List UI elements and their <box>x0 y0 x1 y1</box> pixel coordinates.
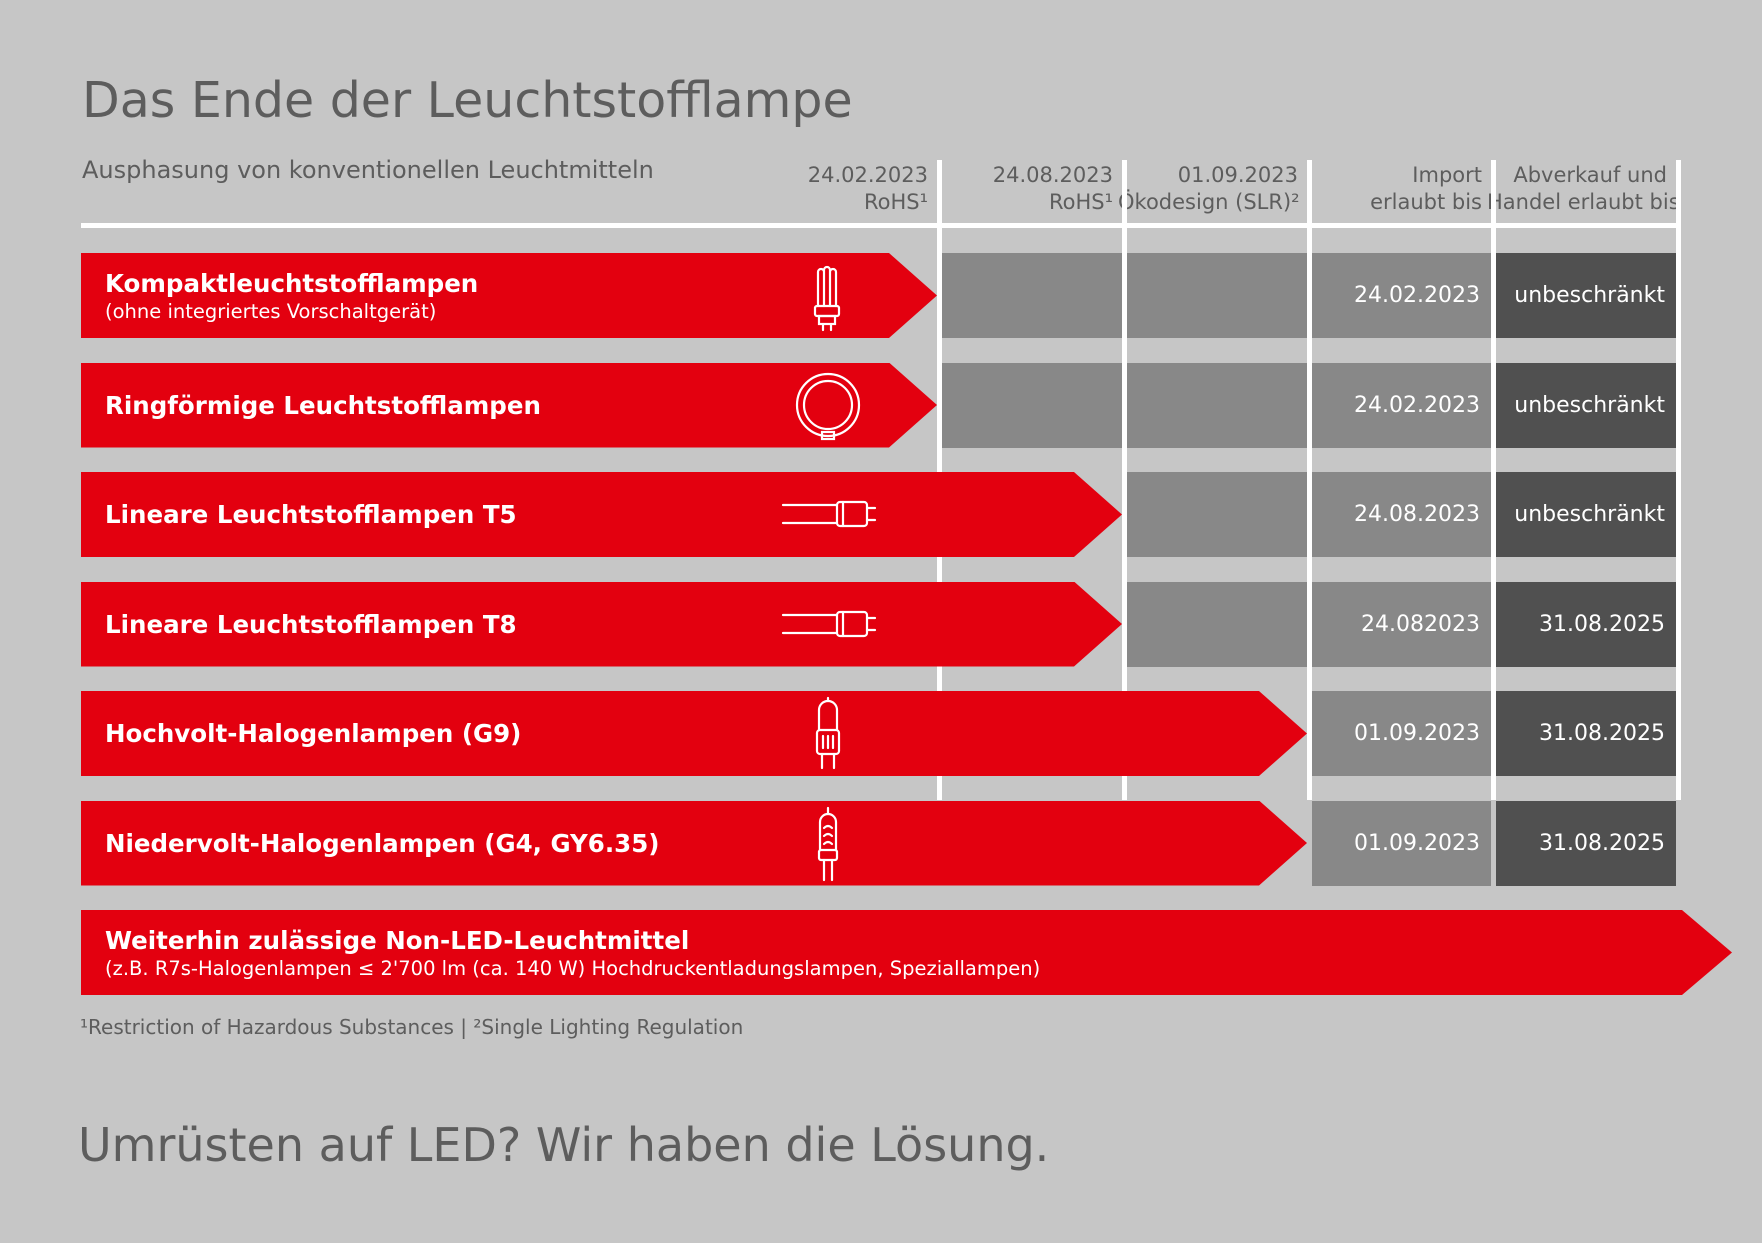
column-header-line: 24.02.2023 <box>807 163 928 187</box>
header-divider <box>81 223 1681 228</box>
column-header-5: Abverkauf und Handel erlaubt bis <box>1487 162 1680 216</box>
column-header-line: RoHS¹ <box>863 190 928 214</box>
phaseout-cell <box>1127 472 1307 557</box>
column-header-4: Import erlaubt bis <box>1302 162 1482 216</box>
column-divider <box>1307 160 1312 800</box>
footnote: ¹Restriction of Hazardous Substances | ²… <box>80 1015 744 1039</box>
trade-date-cell: unbeschränkt <box>1496 472 1676 557</box>
column-divider <box>1122 160 1127 800</box>
import-date-cell: 01.09.2023 <box>1312 800 1491 886</box>
column-header-line: erlaubt bis <box>1370 190 1482 214</box>
import-date-cell: 24.082023 <box>1312 581 1491 667</box>
import-date-cell: 24.08.2023 <box>1312 472 1491 557</box>
lamp-type-label: Niedervolt-Halogenlampen (G4, GY6.35) <box>105 828 660 858</box>
lamp-type-label: Lineare Leuchtstofflampen T5 <box>105 500 517 529</box>
trade-date-cell: 31.08.2025 <box>1496 691 1676 776</box>
trade-date-cell: 31.08.2025 <box>1496 800 1676 886</box>
g4-halogen-lamp-icon <box>773 806 883 886</box>
phaseout-cell <box>1127 581 1307 667</box>
g9-halogen-lamp-icon <box>773 696 883 776</box>
page-title: Das Ende der Leuchtstofflampe <box>82 72 853 129</box>
phaseout-cell <box>1127 362 1307 448</box>
phaseout-arrow-row: Niedervolt-Halogenlampen (G4, GY6.35) <box>81 801 1307 886</box>
ring-fluorescent-lamp-icon <box>773 368 883 448</box>
phaseout-arrow-row: Kompaktleuchtstofflampen (ohne integriert… <box>81 253 937 338</box>
column-header-line: Handel erlaubt bis <box>1487 190 1680 214</box>
phaseout-arrow-row: Lineare Leuchtstofflampen T5 <box>81 472 1122 557</box>
phaseout-cell <box>1127 253 1307 338</box>
phaseout-arrow-row: Hochvolt-Halogenlampen (G9) <box>81 691 1307 776</box>
allowed-lamps-arrow: Weiterhin zulässige Non-LED-Leuchtmittel… <box>81 910 1732 995</box>
column-header-line: 24.08.2023 <box>992 163 1113 187</box>
phaseout-arrow-row: Lineare Leuchtstofflampen T8 <box>81 582 1122 667</box>
allowed-lamps-sublabel: (z.B. R7s-Halogenlampen ≤ 2'700 lm (ca. … <box>105 956 1041 980</box>
column-header-1: 24.02.2023 RoHS¹ <box>748 162 928 216</box>
import-date-cell: 24.02.2023 <box>1312 253 1491 338</box>
lamp-type-label: Ringförmige Leuchtstofflampen <box>105 390 541 420</box>
phaseout-arrow-row: Ringförmige Leuchtstofflampen <box>81 363 937 448</box>
column-header-line: Import <box>1412 163 1482 187</box>
column-divider <box>1491 160 1496 800</box>
linear-fluorescent-tube-icon <box>773 587 883 667</box>
column-divider <box>1676 160 1681 800</box>
lamp-type-sublabel: (ohne integriertes Vorschaltgerät) <box>105 299 437 323</box>
phaseout-cell <box>942 253 1122 338</box>
column-header-line: Ökodesign (SLR)² <box>1118 190 1300 214</box>
lamp-type-label: Lineare Leuchtstofflampen T8 <box>105 609 517 639</box>
compact-fluorescent-lamp-icon <box>773 258 883 338</box>
trade-date-cell: unbeschränkt <box>1496 253 1676 338</box>
column-header-line: RoHS¹ <box>1048 190 1113 214</box>
column-header-line: Abverkauf und <box>1513 163 1667 187</box>
linear-fluorescent-tube-icon <box>773 477 883 557</box>
slogan: Umrüsten auf LED? Wir haben die Lösung. <box>78 1118 1050 1172</box>
trade-date-cell: unbeschränkt <box>1496 362 1676 448</box>
lamp-type-label: Kompaktleuchtstofflampen <box>105 268 479 298</box>
column-header-2: 24.08.2023 RoHS¹ <box>933 162 1113 216</box>
import-date-cell: 24.02.2023 <box>1312 362 1491 448</box>
column-header-3: 01.09.2023 Ökodesign (SLR)² <box>1118 162 1300 216</box>
phaseout-cell <box>942 362 1122 448</box>
trade-date-cell: 31.08.2025 <box>1496 581 1676 667</box>
column-header-line: 01.09.2023 <box>1177 163 1298 187</box>
page-subtitle: Ausphasung von konventionellen Leuchtmit… <box>82 156 654 184</box>
import-date-cell: 01.09.2023 <box>1312 691 1491 776</box>
allowed-lamps-label: Weiterhin zulässige Non-LED-Leuchtmittel <box>105 925 690 955</box>
lamp-type-label: Hochvolt-Halogenlampen (G9) <box>105 719 522 748</box>
